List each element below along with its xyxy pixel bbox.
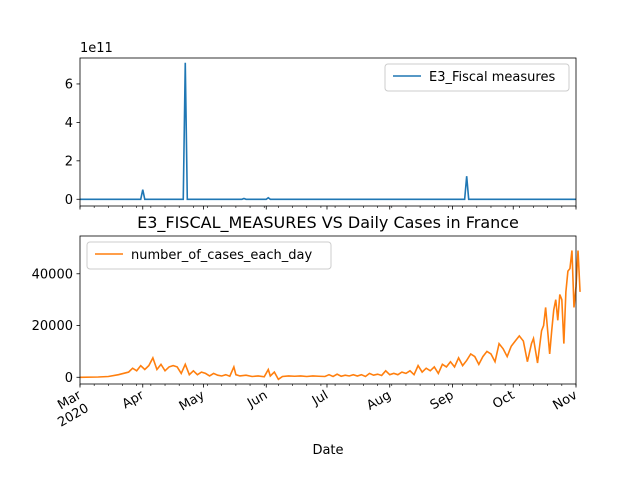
y-axis-ticks: 0 20000 40000: [32, 267, 80, 386]
x-tick-label: Nov: [551, 388, 581, 414]
x-tick-label: Sep: [428, 388, 457, 413]
x-axis-ticks: Mar2020 Apr May Jun Jul Aug Sep Oct Nov: [48, 384, 581, 431]
y-axis-ticks: 0 2 4 6: [65, 77, 80, 208]
y-tick-label: 20000: [32, 319, 73, 334]
x-tick-label: Jul: [309, 388, 331, 409]
y-tick-label: 40000: [32, 267, 73, 282]
plot-frame: [79, 57, 577, 207]
daily-cases-chart: E3_FISCAL_MEASURES VS Daily Cases in Fra…: [32, 213, 581, 458]
x-tick-label: Jun: [244, 388, 270, 412]
legend-box: [384, 63, 570, 92]
legend-label: E3_Fiscal measures: [429, 70, 555, 85]
x-tick-label: Mar2020: [48, 388, 92, 431]
fiscal-measures-chart: 1e11 0 2 4 6 E3_Fiscal measures: [65, 41, 577, 210]
x-tick-label: Aug: [364, 388, 393, 414]
y-tick-label: 4: [65, 116, 73, 131]
fiscal-measures-series-line: [80, 62, 576, 201]
legend-box: [86, 241, 332, 270]
daily-cases-series-line: [79, 250, 581, 381]
x-axis-label: Date: [312, 443, 343, 458]
x-axis-ticks: [79, 206, 577, 210]
y-offset-label: 1e11: [80, 41, 113, 56]
x-tick-label: May: [177, 388, 208, 415]
y-tick-label: 2: [65, 154, 73, 169]
y-tick-label: 0: [65, 193, 73, 208]
legend: E3_Fiscal measures: [384, 63, 570, 92]
y-tick-label: 6: [65, 77, 73, 92]
legend: number_of_cases_each_day: [86, 241, 332, 270]
y-tick-label: 0: [65, 371, 73, 386]
plot-frame: [79, 235, 577, 385]
chart-title: E3_FISCAL_MEASURES VS Daily Cases in Fra…: [137, 213, 519, 233]
x-tick-label: Oct: [490, 388, 517, 412]
x-tick-label: Apr: [120, 388, 148, 413]
legend-label: number_of_cases_each_day: [131, 248, 312, 263]
